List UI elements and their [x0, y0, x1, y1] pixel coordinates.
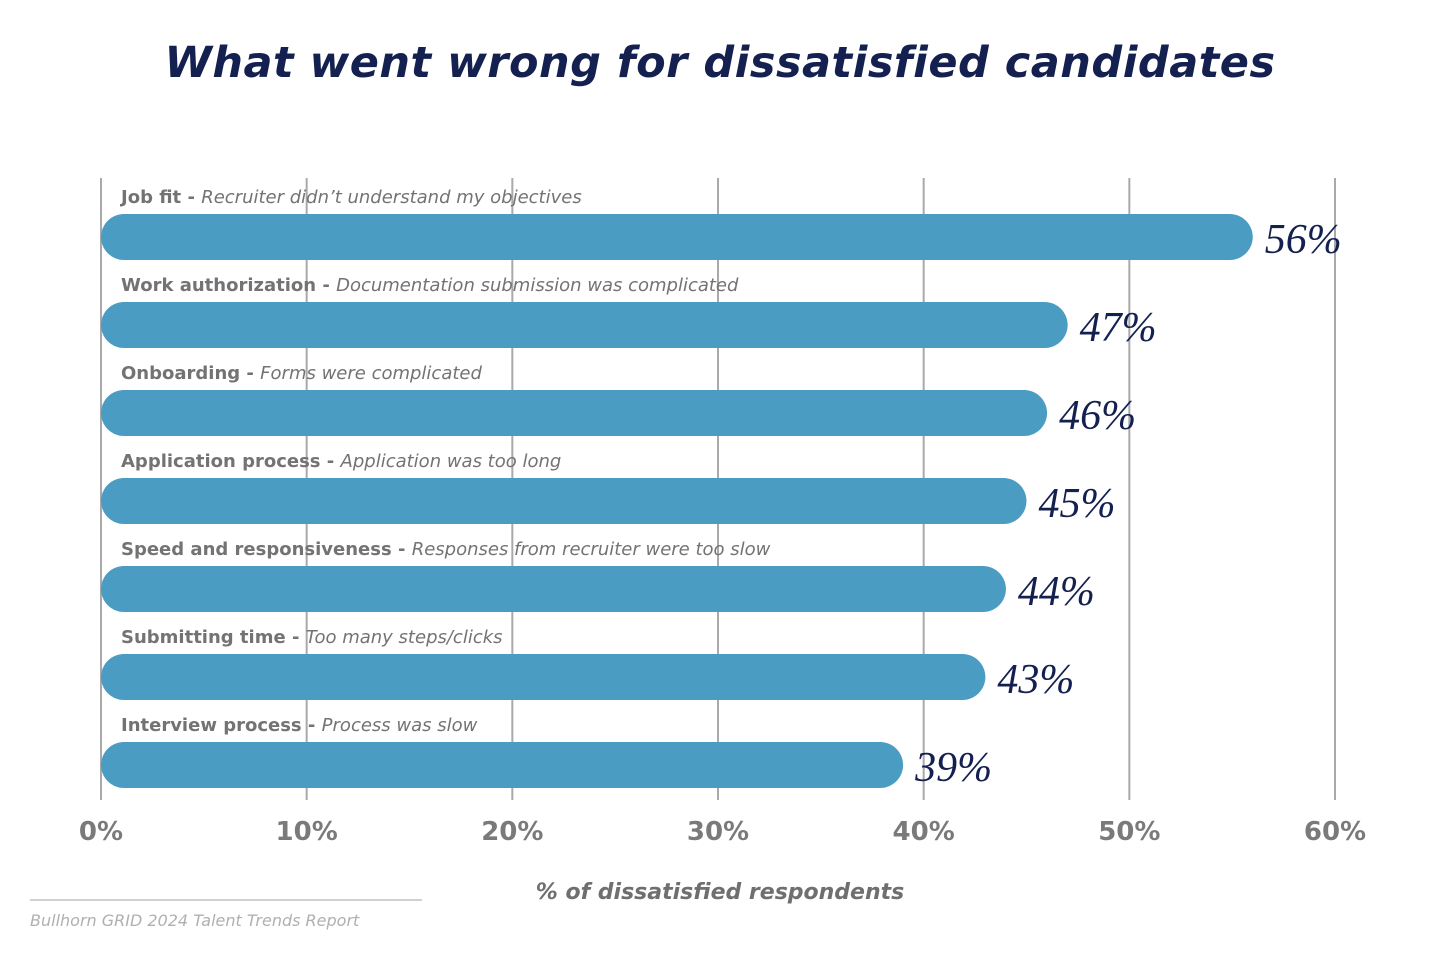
category-separator: - [286, 627, 306, 648]
bar [101, 654, 986, 700]
category-name: Onboarding [121, 363, 240, 384]
x-axis-label: % of dissatisfied respondents [536, 880, 905, 905]
category-label: Speed and responsiveness - Responses fro… [121, 539, 771, 560]
category-separator: - [181, 187, 201, 208]
bar [101, 214, 1253, 260]
x-tick-label: 40% [893, 817, 955, 847]
category-description: Responses from recruiter were too slow [412, 539, 771, 560]
x-tick-label: 0% [79, 817, 123, 847]
category-description: Documentation submission was complicated [336, 275, 739, 296]
value-label: 56% [1265, 217, 1342, 263]
category-label: Interview process - Process was slow [121, 715, 478, 736]
category-description: Too many steps/clicks [306, 627, 503, 648]
value-labels: 56% 47% 46% 45% 44% 43%39% [914, 217, 1342, 791]
category-description: Forms were complicated [260, 363, 482, 384]
x-axis-ticks: 0% 10% 20% 30% 40% 50% 60% [79, 817, 1366, 847]
category-label: Onboarding - Forms were complicated [121, 363, 482, 384]
bar [101, 390, 1048, 436]
category-separator: - [302, 715, 322, 736]
x-tick-label: 20% [481, 817, 543, 847]
category-name: Work authorization [121, 275, 316, 296]
category-label: Submitting time - Too many steps/clicks [121, 627, 503, 648]
bars [101, 214, 1253, 788]
value-label: 44% [1018, 569, 1095, 615]
value-label: 39% [914, 745, 992, 791]
category-name: Application process [121, 451, 321, 472]
category-name: Job fit [119, 187, 182, 208]
x-tick-label: 10% [276, 817, 338, 847]
bar [101, 566, 1006, 612]
bar [101, 302, 1068, 348]
value-label: 47% [1080, 305, 1157, 351]
category-separator: - [392, 539, 412, 560]
bar [101, 742, 904, 788]
category-description: Application was too long [340, 451, 562, 472]
x-tick-label: 60% [1304, 817, 1366, 847]
category-separator: - [321, 451, 341, 472]
category-description: Recruiter didn’t understand my objective… [201, 187, 582, 208]
category-labels: Job fit - Recruiter didn’t understand my… [119, 187, 771, 736]
category-label: Application process - Application was to… [121, 451, 561, 472]
chart-title: What went wrong for dissatisfied candida… [164, 38, 1276, 88]
category-description: Process was slow [322, 715, 478, 736]
value-label: 45% [1039, 481, 1116, 527]
category-name: Interview process [121, 715, 302, 736]
value-label: 46% [1059, 393, 1136, 439]
x-tick-label: 30% [687, 817, 749, 847]
x-tick-label: 50% [1098, 817, 1160, 847]
category-label: Work authorization - Documentation submi… [121, 275, 739, 296]
bar [101, 478, 1027, 524]
category-name: Submitting time [121, 627, 286, 648]
category-label: Job fit - Recruiter didn’t understand my… [119, 187, 582, 208]
source-note: Bullhorn GRID 2024 Talent Trends Report [30, 911, 360, 930]
category-name: Speed and responsiveness [121, 539, 392, 560]
source-divider [30, 899, 422, 901]
value-label: 43% [997, 657, 1074, 703]
category-separator: - [240, 363, 260, 384]
category-separator: - [316, 275, 336, 296]
